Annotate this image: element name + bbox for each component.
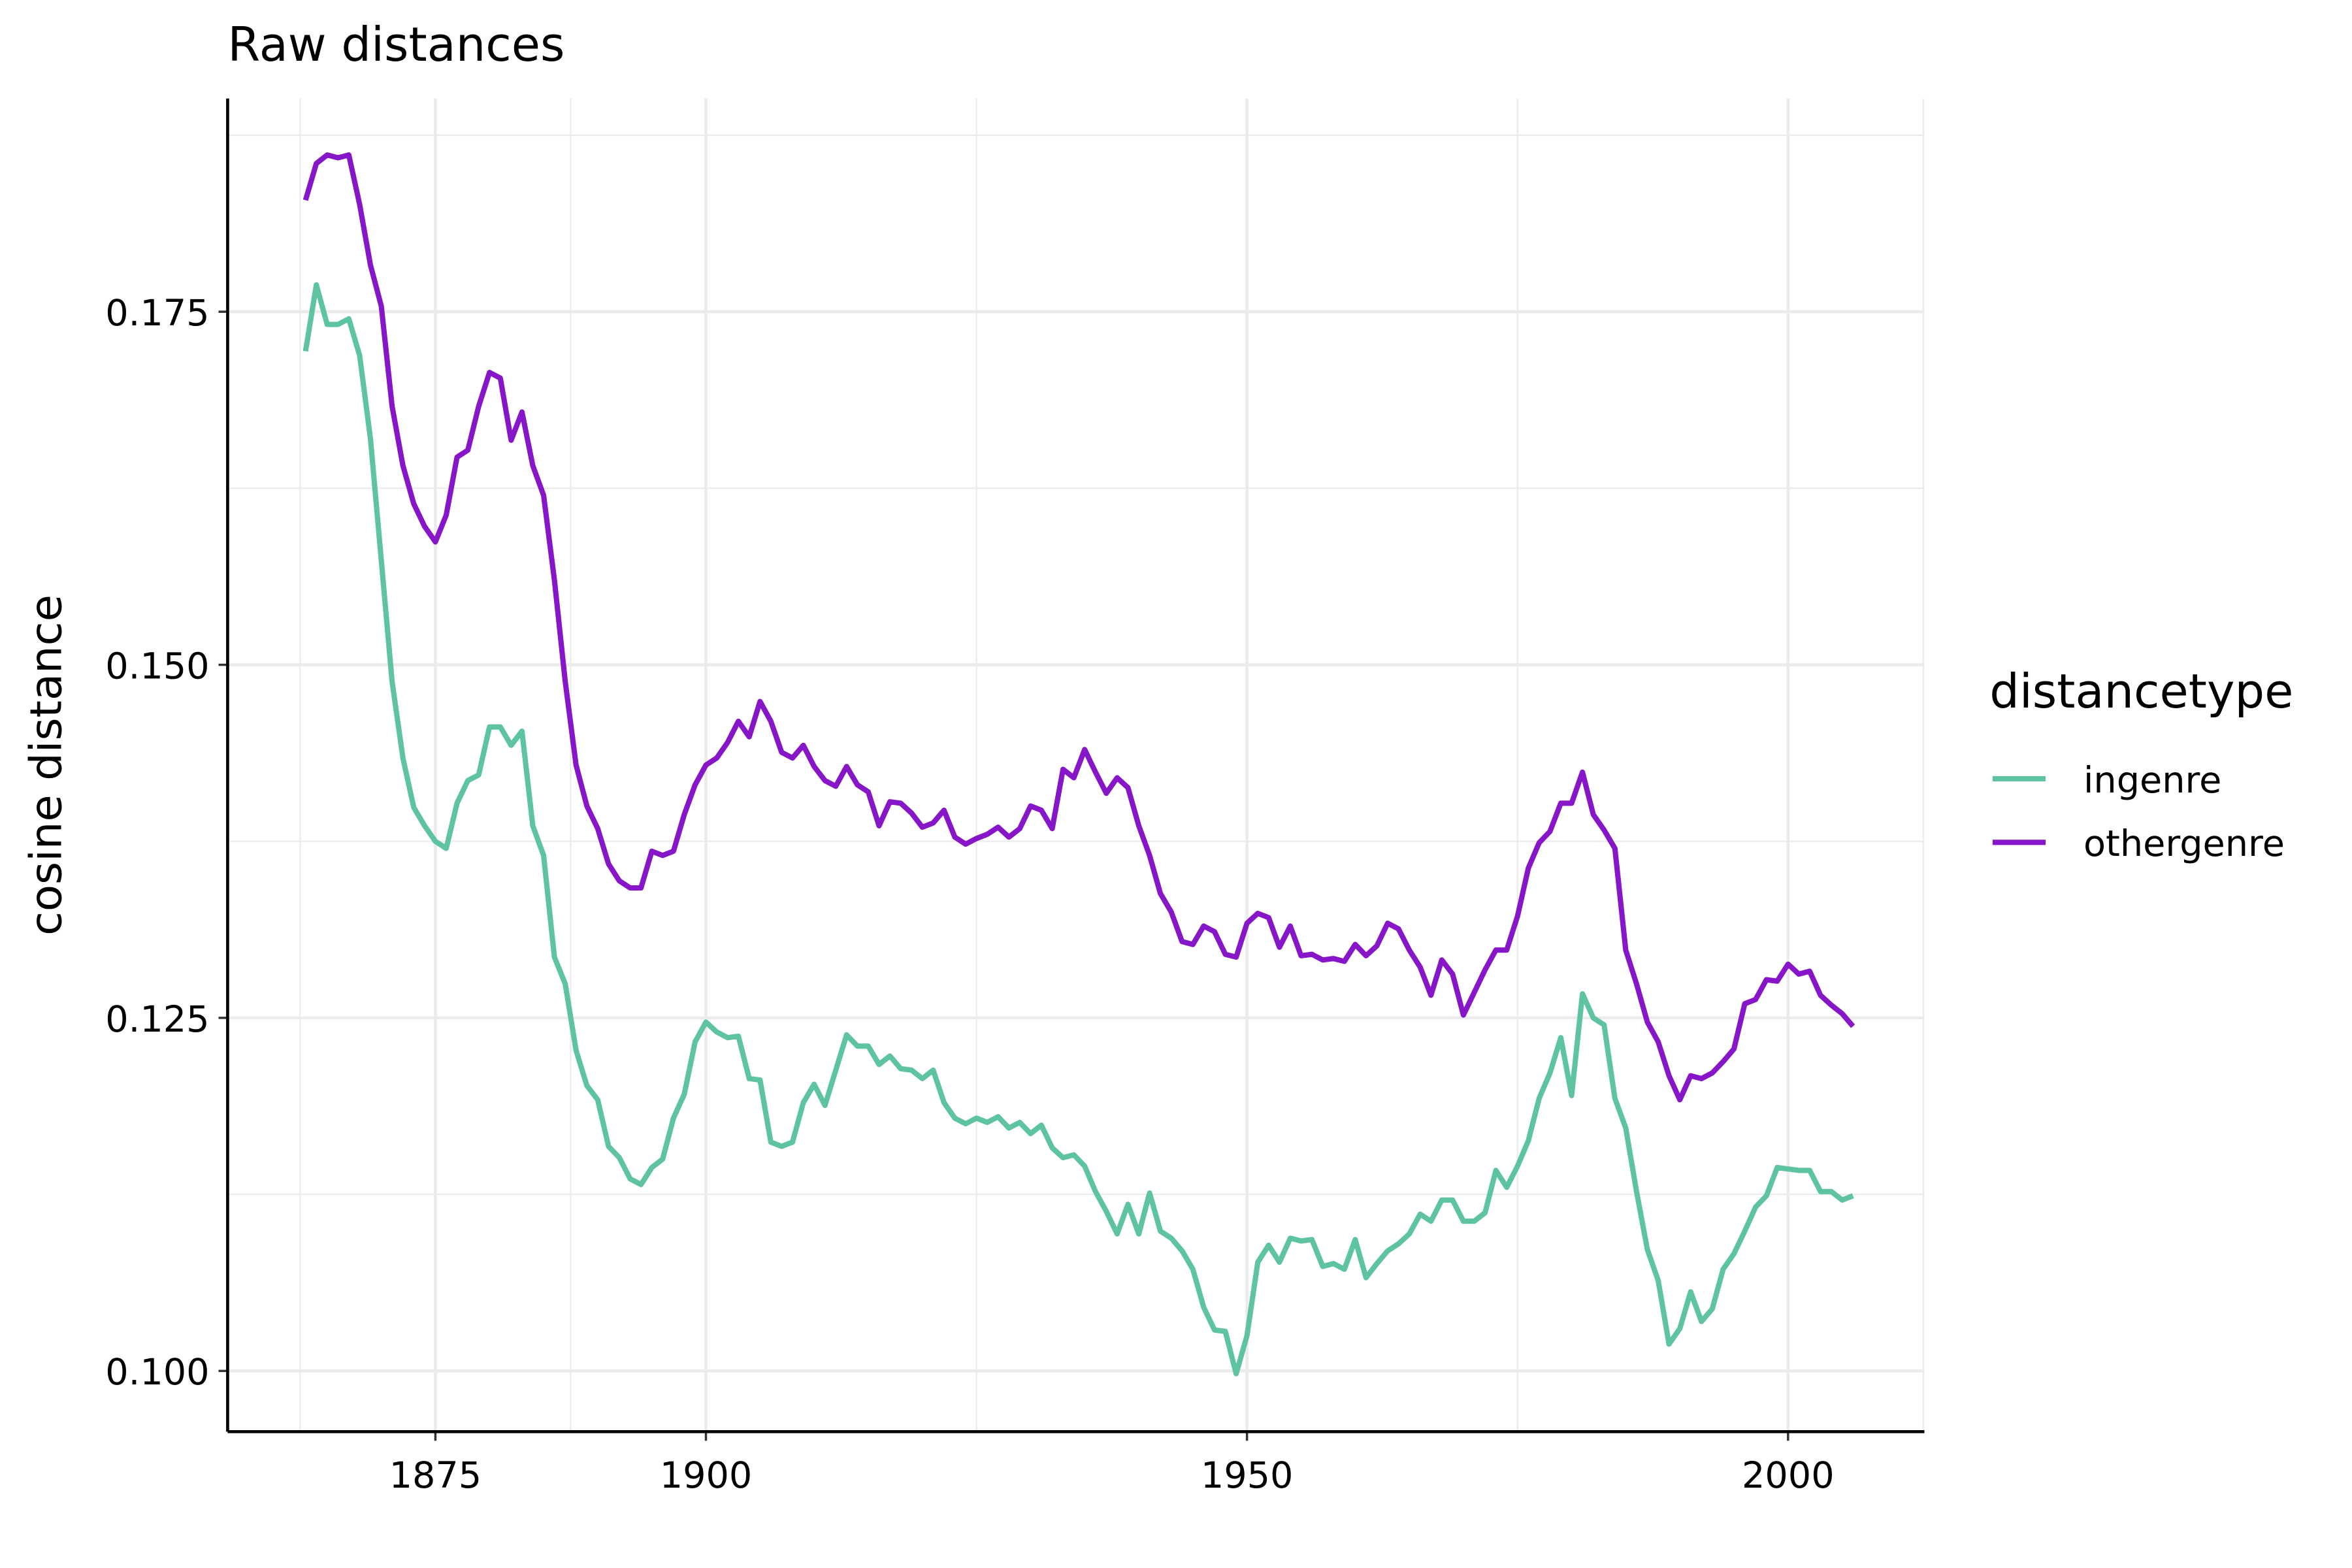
x-tick-label: 1950: [1201, 1454, 1294, 1497]
x-tick-label: 2000: [1742, 1454, 1835, 1497]
x-tick-label: 1900: [660, 1454, 753, 1497]
series-line: [302, 152, 1855, 1103]
y-tick-label: 0.100: [105, 1351, 209, 1394]
legend: ingenre othergenre: [1992, 759, 2285, 865]
y-tick-label: 0.125: [105, 998, 209, 1041]
chart-title: Raw distances: [227, 17, 564, 72]
axes: 1875 1900 1950 2000 0.100 0.125 0.150 0.175: [105, 98, 1925, 1497]
y-tick-label: 0.175: [105, 292, 209, 335]
legend-label: ingenre: [2083, 759, 2221, 802]
y-axis-label: cosine distance: [20, 595, 71, 936]
x-tick-label: 1875: [389, 1454, 482, 1497]
legend-label: othergenre: [2083, 823, 2285, 865]
lines: [302, 152, 1855, 1377]
legend-title: distancetype: [1989, 664, 2293, 719]
y-tick-label: 0.150: [105, 645, 209, 687]
series-line: [302, 282, 1854, 1377]
grid: [227, 98, 1925, 1432]
